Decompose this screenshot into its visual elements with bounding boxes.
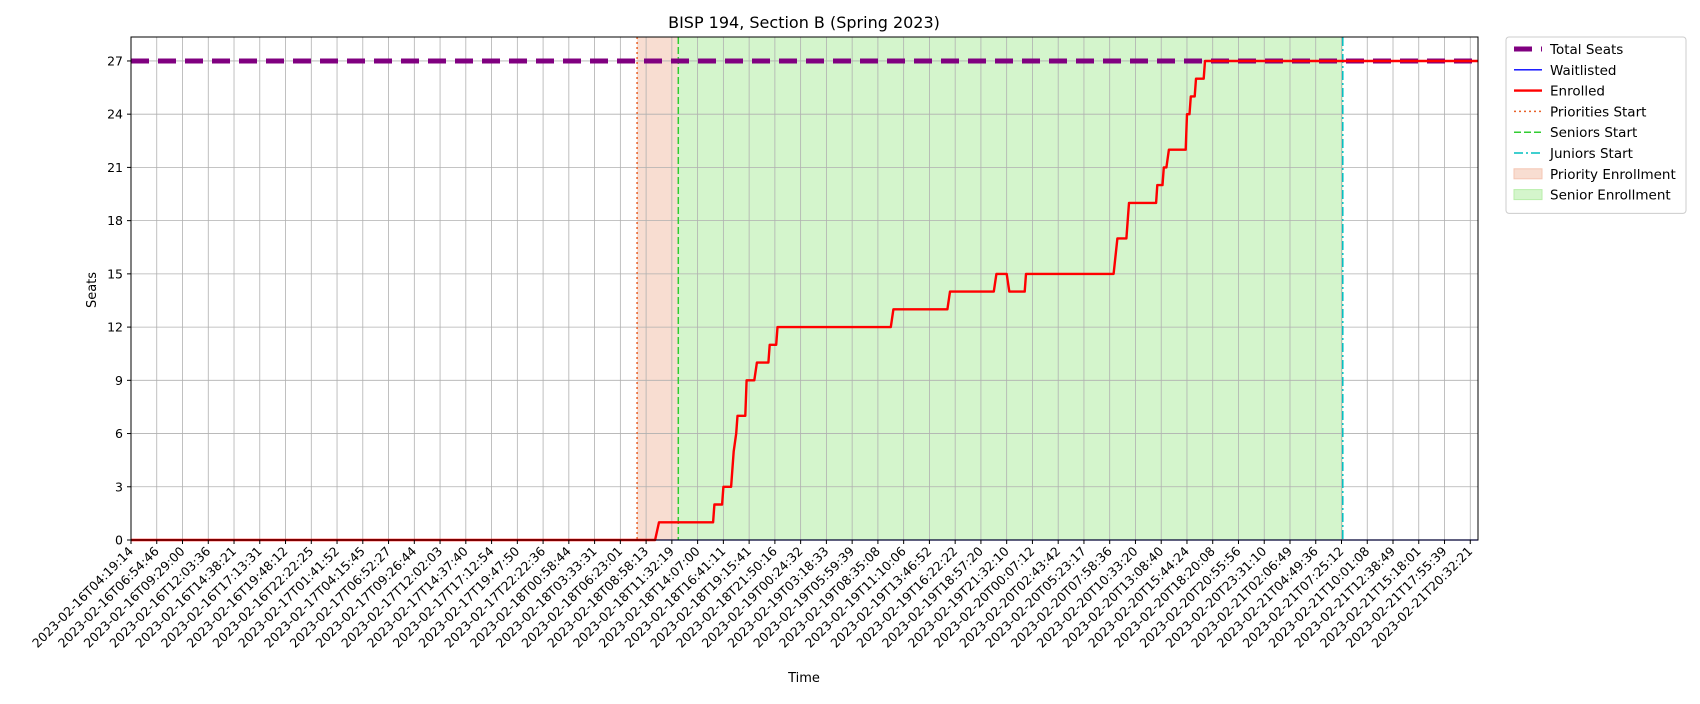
legend-label: Priority Enrollment: [1550, 167, 1676, 183]
legend-label: Senior Enrollment: [1550, 188, 1671, 204]
legend-label: Juniors Start: [1549, 146, 1633, 162]
x-axis-label: Time: [787, 671, 820, 686]
y-tick-label: 12: [107, 320, 123, 335]
y-tick-label: 0: [115, 533, 123, 548]
y-tick-label: 15: [107, 266, 123, 281]
legend-box: [1505, 36, 1687, 214]
grid-lines: [130, 37, 1478, 541]
legend-swatch: [1513, 189, 1543, 201]
legend-swatch: [1513, 168, 1543, 180]
legend-label: Total Seats: [1549, 42, 1623, 58]
legend-label: Seniors Start: [1550, 125, 1637, 141]
y-axis-label: Seats: [85, 272, 100, 308]
plot-frame: [130, 36, 1479, 541]
y-tick-label: 6: [115, 426, 123, 441]
y-tick-label: 27: [107, 53, 123, 68]
y-tick-label: 21: [107, 160, 123, 175]
y-tick-label: 9: [115, 373, 123, 388]
series-enrolled: [131, 59, 1478, 542]
legend-label: Priorities Start: [1550, 104, 1646, 120]
chart-title: BISP 194, Section B (Spring 2023): [668, 13, 940, 32]
y-tick-label: 3: [115, 479, 123, 494]
legend-label: Enrolled: [1550, 84, 1605, 100]
legend: Total Seats Waitlisted Enrolled Priorities …: [1505, 36, 1687, 214]
y-tick-label: 24: [107, 107, 123, 122]
span-priority-enrollment: [637, 37, 679, 540]
legend-label: Waitlisted: [1550, 63, 1617, 79]
span-senior-enrollment: [678, 37, 1343, 540]
y-tick-label: 18: [107, 213, 123, 228]
